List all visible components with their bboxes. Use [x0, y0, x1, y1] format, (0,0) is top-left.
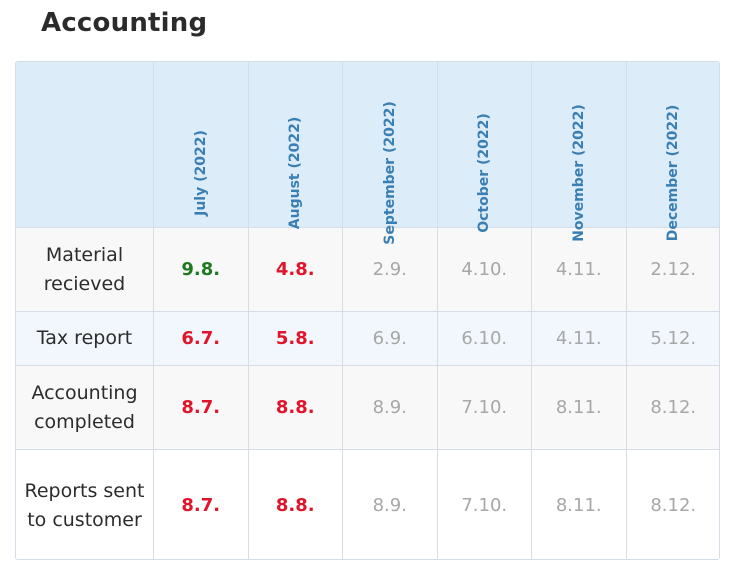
- table-cell: 2.12.: [625, 227, 719, 312]
- table-cell: 8.8.: [247, 449, 343, 559]
- column-header-label: November (2022): [570, 104, 587, 242]
- date-value: 7.10.: [461, 397, 508, 418]
- date-value: 7.10.: [461, 495, 508, 516]
- date-value: 8.8.: [275, 397, 315, 418]
- date-value: 9.8.: [181, 259, 221, 280]
- row-label: Tax report: [16, 311, 154, 366]
- date-value: 2.12.: [650, 259, 697, 280]
- table-cell: 4.8.: [247, 227, 343, 312]
- column-header-august: August (2022): [247, 62, 343, 230]
- column-header-label: July (2022): [192, 130, 209, 216]
- column-header-september: September (2022): [342, 62, 438, 245]
- date-value: 8.9.: [372, 397, 407, 418]
- accounting-schedule-table: July (2022) August (2022) September (202…: [16, 62, 719, 559]
- date-value: 8.9.: [372, 495, 407, 516]
- table-cell: 5.8.: [247, 311, 343, 366]
- table-cell: 6.10.: [436, 311, 532, 366]
- date-value: 6.7.: [181, 328, 221, 349]
- table-cell: 6.7.: [153, 311, 249, 366]
- date-value: 4.11.: [555, 259, 602, 280]
- table-row-tax-report: Tax report 6.7. 5.8. 6.9. 6.10. 4.11. 5.…: [16, 311, 719, 366]
- date-value: 8.7.: [181, 397, 221, 418]
- date-value: 2.9.: [372, 259, 407, 280]
- table-row-accounting-completed: Accounting completed 8.7. 8.8. 8.9. 7.10…: [16, 365, 719, 450]
- table-cell: 8.7.: [153, 365, 249, 450]
- column-header-october: October (2022): [436, 62, 532, 233]
- column-header-november: November (2022): [531, 62, 627, 242]
- table-cell: 2.9.: [342, 227, 438, 312]
- date-value: 4.10.: [461, 259, 508, 280]
- table-cell: 8.9.: [342, 365, 438, 450]
- date-value: 8.8.: [275, 495, 315, 516]
- table-cell: 8.8.: [247, 365, 343, 450]
- date-value: 5.12.: [650, 328, 697, 349]
- table-cell: 4.10.: [436, 227, 532, 312]
- header-corner-cell: [16, 62, 154, 228]
- table-cell: 8.11.: [531, 449, 627, 559]
- date-value: 8.12.: [650, 495, 697, 516]
- table-cell: 5.12.: [625, 311, 719, 366]
- row-label: Reports sent to customer: [16, 449, 154, 559]
- table-cell: 8.12.: [625, 449, 719, 559]
- table-cell: 8.9.: [342, 449, 438, 559]
- date-value: 8.7.: [181, 495, 221, 516]
- column-header-label: August (2022): [287, 116, 304, 230]
- column-header-december: December (2022): [625, 62, 719, 241]
- column-header-label: December (2022): [665, 104, 682, 242]
- table-cell: 7.10.: [436, 365, 532, 450]
- page-title: Accounting: [41, 8, 208, 38]
- date-value: 8.11.: [555, 397, 602, 418]
- date-value: 6.9.: [372, 328, 407, 349]
- column-header-july: July (2022): [153, 62, 249, 228]
- table-cell: 7.10.: [436, 449, 532, 559]
- date-value: 8.12.: [650, 397, 697, 418]
- column-header-label: October (2022): [476, 113, 493, 233]
- table-row-reports-sent: Reports sent to customer 8.7. 8.8. 8.9. …: [16, 449, 719, 559]
- table-header-row: July (2022) August (2022) September (202…: [16, 62, 719, 245]
- table-cell: 8.7.: [153, 449, 249, 559]
- table-cell: 9.8.: [153, 227, 249, 312]
- date-value: 8.11.: [555, 495, 602, 516]
- row-label: Accounting completed: [16, 365, 154, 450]
- date-value: 4.8.: [275, 259, 315, 280]
- table-cell: 4.11.: [531, 311, 627, 366]
- table-cell: 6.9.: [342, 311, 438, 366]
- table-cell: 8.11.: [531, 365, 627, 450]
- column-header-label: September (2022): [381, 101, 398, 245]
- date-value: 5.8.: [275, 328, 315, 349]
- table-cell: 8.12.: [625, 365, 719, 450]
- table-row-material-received: Material recieved 9.8. 4.8. 2.9. 4.10. 4…: [16, 227, 719, 312]
- accounting-table-card: July (2022) August (2022) September (202…: [15, 61, 720, 560]
- row-label: Material recieved: [16, 227, 154, 312]
- date-value: 4.11.: [555, 328, 602, 349]
- date-value: 6.10.: [461, 328, 508, 349]
